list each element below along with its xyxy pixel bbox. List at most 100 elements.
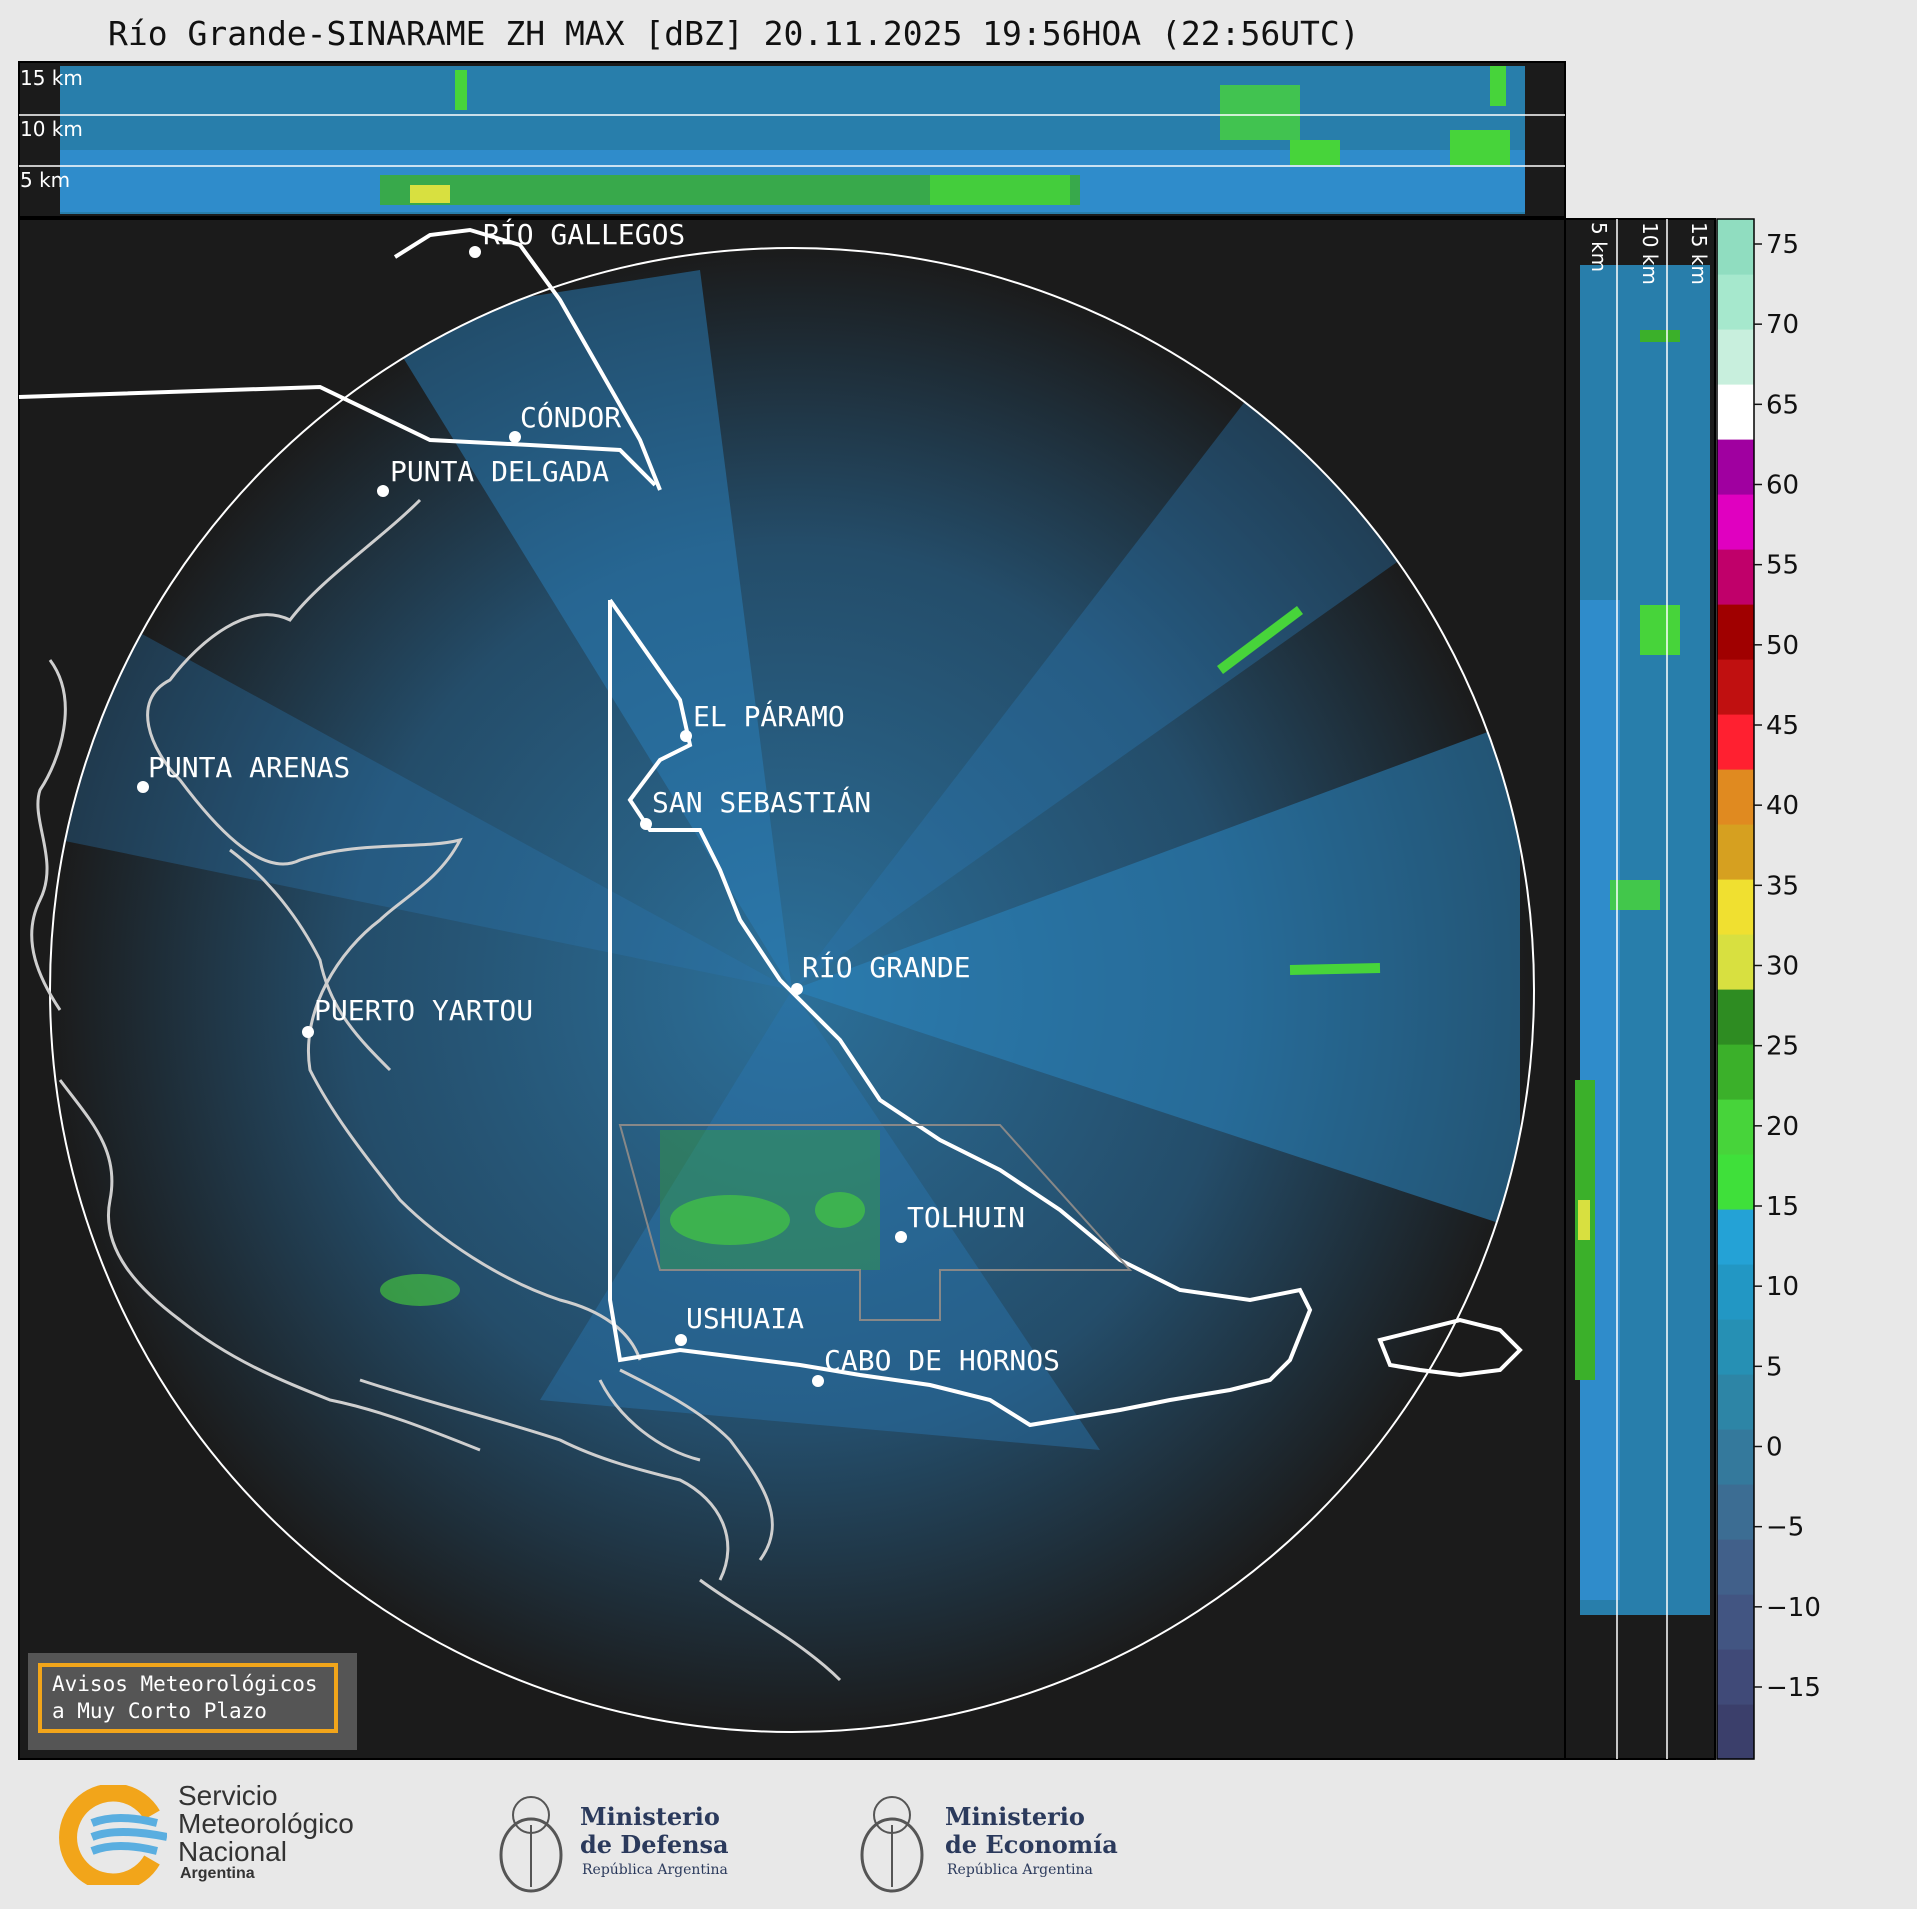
colorbar-swatch bbox=[1717, 659, 1754, 715]
smn-logo-text: Servicio Meteorológico Nacional bbox=[178, 1782, 354, 1866]
city-dot bbox=[675, 1334, 687, 1346]
colorbar-swatch bbox=[1717, 604, 1754, 660]
top-height-label-10: 10 km bbox=[20, 117, 83, 141]
city-dot bbox=[302, 1026, 314, 1038]
colorbar-tick-label: −15 bbox=[1766, 1673, 1821, 1703]
city-dot bbox=[469, 246, 481, 258]
colorbar-swatch bbox=[1717, 769, 1754, 825]
colorbar-swatch bbox=[1717, 274, 1754, 330]
map-title: Río Grande-SINARAME ZH MAX [dBZ] 20.11.2… bbox=[108, 14, 1360, 53]
warning-line-2: a Muy Corto Plazo bbox=[52, 1699, 267, 1723]
colorbar-tick-label: 30 bbox=[1766, 952, 1799, 982]
colorbar-tick-label: 10 bbox=[1766, 1272, 1799, 1302]
city-label-puerto-yartou: PUERTO YARTOU bbox=[314, 994, 533, 1027]
colorbar-tick-label: 70 bbox=[1766, 310, 1799, 340]
warning-box: Avisos Meteorológicos a Muy Corto Plazo bbox=[28, 1653, 357, 1750]
colorbar-swatch bbox=[1717, 549, 1754, 605]
colorbar-tick-label: 55 bbox=[1766, 551, 1799, 581]
colorbar-swatch bbox=[1717, 824, 1754, 880]
city-label-rio-grande: RÍO GRANDE bbox=[802, 950, 971, 984]
province-boundary bbox=[618, 1124, 1133, 1321]
defensa-line-1: Ministerio bbox=[580, 1802, 720, 1831]
colorbar-tick-label: 45 bbox=[1766, 711, 1799, 741]
colorbar-swatch bbox=[1717, 1374, 1754, 1430]
colorbar-swatch bbox=[1717, 1044, 1754, 1100]
colorbar-tick-label: 0 bbox=[1766, 1433, 1783, 1463]
warning-line-1: Avisos Meteorológicos bbox=[52, 1672, 318, 1696]
colorbar-swatch bbox=[1717, 989, 1754, 1045]
top-height-label-15: 15 km bbox=[20, 66, 83, 90]
colorbar-swatch bbox=[1717, 384, 1754, 440]
colorbar-tick-label: 15 bbox=[1766, 1192, 1799, 1222]
defensa-line-2: de Defensa bbox=[580, 1830, 729, 1859]
city-label-tolhuin: TOLHUIN bbox=[907, 1201, 1025, 1234]
colorbar-swatch bbox=[1717, 1704, 1754, 1760]
colorbar-swatch bbox=[1717, 439, 1754, 495]
smn-logo-icon bbox=[59, 1785, 167, 1885]
top-cross-section-echo bbox=[60, 66, 1525, 214]
colorbar-tick-label: 25 bbox=[1766, 1032, 1799, 1062]
colorbar-swatch bbox=[1717, 1484, 1754, 1540]
city-label-punta-delgada: PUNTA DELGADA bbox=[390, 455, 609, 488]
colorbar-swatch bbox=[1717, 1539, 1754, 1595]
colorbar-tick-label: −10 bbox=[1766, 1593, 1821, 1623]
colorbar-tick-label: 75 bbox=[1766, 230, 1799, 260]
smn-line-2: Meteorológico bbox=[178, 1808, 354, 1839]
defensa-seal-icon bbox=[499, 1796, 563, 1893]
colorbar-swatch bbox=[1717, 1429, 1754, 1485]
colorbar-swatch bbox=[1717, 1649, 1754, 1705]
city-label-condor: CÓNDOR bbox=[520, 400, 621, 434]
city-dot bbox=[509, 431, 521, 443]
city-dot bbox=[377, 485, 389, 497]
city-label-rio-gallegos: RÍO GALLEGOS bbox=[483, 217, 685, 251]
smn-line-1: Servicio bbox=[178, 1780, 278, 1811]
colorbar-swatch bbox=[1717, 1209, 1754, 1265]
smn-line-3: Nacional bbox=[178, 1836, 287, 1867]
colorbar-swatch bbox=[1717, 494, 1754, 550]
city-dot bbox=[791, 983, 803, 995]
colorbar-tick-label: 65 bbox=[1766, 390, 1799, 420]
colorbar-tick-label: 60 bbox=[1766, 471, 1799, 501]
smn-country: Argentina bbox=[180, 1865, 255, 1882]
colorbar-tick-label: 35 bbox=[1766, 871, 1799, 901]
colorbar-swatch bbox=[1717, 1099, 1754, 1155]
colorbar-swatch bbox=[1717, 934, 1754, 990]
right-height-label-5: 5 km bbox=[1587, 222, 1611, 272]
colorbar-swatch bbox=[1717, 1319, 1754, 1375]
city-dot bbox=[812, 1375, 824, 1387]
colorbar bbox=[1716, 218, 1755, 1760]
city-label-san-sebastian: SAN SEBASTIÁN bbox=[652, 785, 871, 819]
city-markers: RÍO GALLEGOS CÓNDOR PUNTA DELGADA EL PÁR… bbox=[137, 217, 1060, 1387]
colorbar-swatch bbox=[1717, 1264, 1754, 1320]
city-dot bbox=[680, 730, 692, 742]
colorbar-swatch bbox=[1717, 1594, 1754, 1650]
colorbar-swatch bbox=[1717, 1154, 1754, 1210]
top-height-label-5: 5 km bbox=[20, 168, 70, 192]
city-label-el-paramo: EL PÁRAMO bbox=[693, 699, 845, 733]
right-height-label-15: 15 km bbox=[1687, 222, 1711, 285]
colorbar-swatch bbox=[1717, 879, 1754, 935]
right-cross-section-echo bbox=[1575, 265, 1710, 1615]
colorbar-tick-label: 50 bbox=[1766, 631, 1799, 661]
defensa-line-3: República Argentina bbox=[582, 1862, 728, 1878]
colorbar-tick-label: 20 bbox=[1766, 1112, 1799, 1142]
borders bbox=[18, 227, 1523, 1428]
colorbar-swatch bbox=[1717, 219, 1754, 275]
city-label-ushuaia: USHUAIA bbox=[686, 1302, 804, 1335]
city-label-cabo-de-hornos: CABO DE HORNOS bbox=[824, 1344, 1060, 1377]
radar-range-ring bbox=[49, 247, 1535, 1733]
right-height-label-10: 10 km bbox=[1638, 222, 1662, 285]
city-dot bbox=[640, 818, 652, 830]
economia-line-2: de Economía bbox=[945, 1830, 1118, 1859]
warning-label: Avisos Meteorológicos a Muy Corto Plazo bbox=[38, 1663, 338, 1733]
economia-seal-icon bbox=[860, 1796, 924, 1893]
economia-line-1: Ministerio bbox=[945, 1802, 1085, 1831]
city-dot bbox=[895, 1231, 907, 1243]
city-dot bbox=[137, 781, 149, 793]
economia-line-3: República Argentina bbox=[947, 1862, 1093, 1878]
city-label-punta-arenas: PUNTA ARENAS bbox=[148, 751, 350, 784]
colorbar-tick-label: 40 bbox=[1766, 791, 1799, 821]
colorbar-swatch bbox=[1717, 714, 1754, 770]
